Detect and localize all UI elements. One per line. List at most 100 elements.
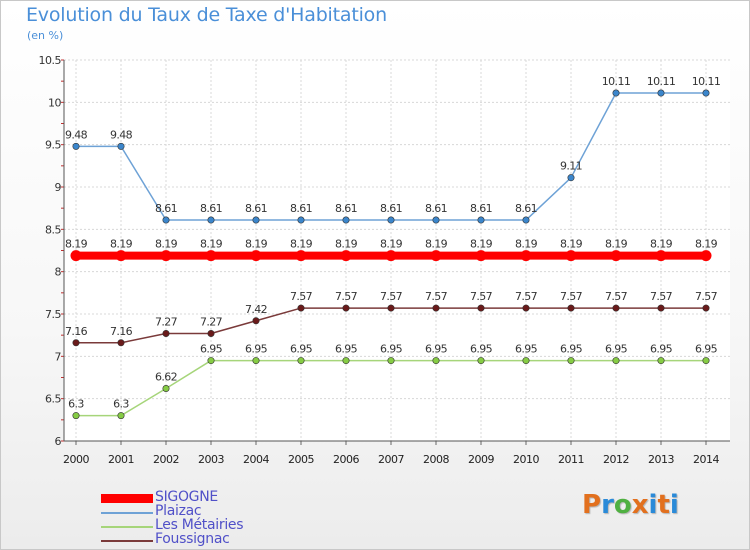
legend-swatch: [101, 494, 153, 503]
series-les-m-tairies: 6.3 6.3 6.62 6.95 6.95 6.95 6.95 6.95 6.95 6.95 6.…: [68, 343, 718, 420]
x-tick-label: 2002: [153, 453, 179, 466]
data-label: 8.61: [515, 202, 537, 215]
data-point: [657, 357, 665, 365]
data-label: 9.48: [110, 128, 133, 141]
data-label: 8.19: [200, 238, 223, 251]
data-point: [477, 304, 485, 312]
y-tick-label: 10.5: [39, 54, 62, 67]
legend-label: Foussignac: [155, 531, 230, 547]
data-label: 7.57: [470, 290, 493, 303]
data-label: 6.95: [290, 343, 313, 356]
x-tick-label: 2008: [423, 453, 449, 466]
data-point: [207, 216, 215, 224]
data-point: [117, 142, 125, 150]
data-point: [657, 304, 665, 312]
data-point: [567, 174, 575, 182]
y-tick-label: 7: [55, 350, 62, 363]
data-label: 7.57: [695, 290, 718, 303]
legend-label: Plaizac: [155, 503, 202, 519]
data-point: [342, 357, 350, 365]
data-label: 6.95: [470, 343, 493, 356]
data-label: 8.19: [605, 238, 628, 251]
data-point: [432, 216, 440, 224]
data-label: 8.61: [425, 202, 447, 215]
data-point: [565, 250, 577, 262]
x-tick-label: 2013: [648, 453, 674, 466]
data-label: 8.61: [200, 202, 222, 215]
data-point: [430, 250, 442, 262]
legend-label: SIGOGNE: [155, 489, 218, 505]
series-sigogne: 8.19 8.19 8.19 8.19 8.19 8.19 8.19 8.19 8.19 8.19…: [65, 238, 718, 262]
legend-swatch: [101, 526, 153, 528]
data-label: 8.19: [335, 238, 358, 251]
data-label: 7.57: [605, 290, 628, 303]
x-tick-label: 2005: [288, 453, 314, 466]
data-label: 8.19: [515, 238, 538, 251]
data-point: [522, 216, 530, 224]
data-label: 8.19: [470, 238, 493, 251]
data-point: [252, 317, 260, 325]
data-label: 9.11: [560, 160, 582, 173]
data-label: 6.3: [68, 398, 84, 411]
data-point: [160, 250, 172, 262]
data-point: [162, 385, 170, 393]
data-point: [297, 304, 305, 312]
data-label: 8.61: [470, 202, 492, 215]
data-label: 8.19: [65, 238, 88, 251]
data-point: [702, 357, 710, 365]
data-label: 7.27: [155, 315, 178, 328]
data-label: 7.57: [650, 290, 673, 303]
data-label: 8.19: [245, 238, 268, 251]
data-label: 7.42: [245, 303, 267, 316]
data-label: 8.61: [155, 202, 177, 215]
data-label: 10.11: [602, 75, 631, 88]
data-point: [207, 329, 215, 337]
x-tick-label: 2010: [513, 453, 539, 466]
data-label: 8.19: [695, 238, 718, 251]
x-tick-label: 2012: [603, 453, 629, 466]
data-label: 7.27: [200, 315, 223, 328]
data-label: 6.95: [335, 343, 358, 356]
data-point: [522, 357, 530, 365]
data-point: [702, 304, 710, 312]
data-point: [252, 357, 260, 365]
data-label: 7.16: [65, 325, 88, 338]
data-point: [655, 250, 667, 262]
data-label: 7.57: [380, 290, 403, 303]
data-point: [657, 89, 665, 97]
x-tick-label: 2000: [63, 453, 89, 466]
data-label: 8.19: [560, 238, 583, 251]
data-point: [162, 329, 170, 337]
data-label: 6.95: [695, 343, 718, 356]
y-tick-label: 6: [55, 435, 62, 448]
data-point: [342, 216, 350, 224]
data-point: [612, 304, 620, 312]
data-label: 6.95: [515, 343, 538, 356]
data-point: [342, 304, 350, 312]
data-point: [72, 339, 80, 347]
data-point: [387, 357, 395, 365]
data-point: [477, 357, 485, 365]
data-label: 6.62: [155, 371, 177, 384]
data-point: [207, 357, 215, 365]
data-point: [700, 250, 712, 262]
data-label: 7.57: [425, 290, 448, 303]
data-label: 6.95: [560, 343, 583, 356]
data-point: [387, 216, 395, 224]
data-label: 8.61: [245, 202, 267, 215]
data-point: [385, 250, 397, 262]
data-point: [702, 89, 710, 97]
data-point: [162, 216, 170, 224]
data-label: 8.19: [155, 238, 178, 251]
data-point: [520, 250, 532, 262]
data-point: [297, 357, 305, 365]
data-label: 7.57: [290, 290, 313, 303]
x-tick-label: 2003: [198, 453, 224, 466]
y-tick-label: 10: [48, 96, 61, 109]
data-point: [295, 250, 307, 262]
data-point: [72, 412, 80, 420]
plot-area: [64, 60, 730, 441]
data-label: 8.61: [290, 202, 312, 215]
data-point: [567, 304, 575, 312]
y-axis-unit-label: (en %): [27, 29, 64, 42]
